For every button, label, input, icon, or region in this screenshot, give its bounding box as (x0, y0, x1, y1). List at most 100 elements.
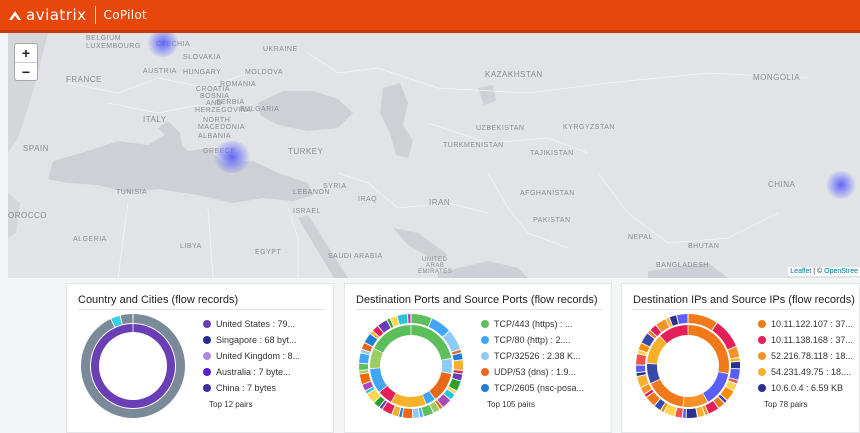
outer-ring-segment[interactable] (641, 333, 655, 347)
outer-ring-segment[interactable] (111, 315, 122, 327)
outer-ring-segment[interactable] (378, 320, 391, 333)
legend-item[interactable]: TCP/80 (http) : 2.... (481, 332, 584, 348)
outer-ring-segment[interactable] (661, 402, 668, 412)
country-cities-donut-chart[interactable] (81, 314, 185, 418)
legend-item[interactable]: 10.11.122.107 : 37... (758, 316, 853, 332)
legend-item[interactable]: TCP/2605 (nsc-posa... (481, 380, 584, 396)
outer-ring-segment[interactable] (675, 407, 683, 418)
inner-ring-segment[interactable] (651, 379, 684, 407)
outer-ring-segment[interactable] (397, 314, 408, 325)
outer-ring-segment[interactable] (654, 399, 665, 410)
outer-ring-segment[interactable] (730, 361, 740, 369)
inner-ring-segment[interactable] (647, 363, 660, 384)
outer-ring-segment[interactable] (636, 371, 646, 376)
outer-ring-segment[interactable] (392, 406, 401, 417)
legend-item[interactable]: 10.6.0.4 : 6.59 KB (758, 380, 853, 396)
outer-ring-segment[interactable] (636, 365, 646, 373)
outer-ring-segment[interactable] (359, 370, 369, 374)
outer-ring-segment[interactable] (725, 381, 737, 391)
inner-ring-segment[interactable] (422, 391, 435, 404)
legend-item[interactable]: UDP/53 (dns) : 1.9... (481, 364, 584, 380)
legend-item[interactable]: Singapore : 68 byt... (203, 332, 300, 348)
outer-ring-segment[interactable] (411, 314, 432, 327)
outer-ring-segment[interactable] (729, 368, 740, 380)
inner-ring-segment[interactable] (703, 372, 729, 402)
outer-ring-segment[interactable] (656, 319, 670, 332)
outer-ring-segment[interactable] (365, 387, 375, 394)
outer-ring-segment[interactable] (367, 389, 381, 403)
outer-ring-segment[interactable] (364, 333, 378, 347)
outer-ring-segment[interactable] (120, 314, 133, 325)
outer-ring-segment[interactable] (686, 408, 698, 418)
inner-ring-segment[interactable] (688, 325, 729, 374)
outer-ring-segment[interactable] (443, 389, 455, 400)
outer-ring-segment[interactable] (453, 360, 463, 370)
outer-ring-segment[interactable] (669, 315, 679, 326)
inner-ring-segment[interactable] (429, 372, 452, 399)
legend-item[interactable]: United Kingdom : 8... (203, 348, 300, 364)
outer-ring-segment[interactable] (677, 314, 688, 324)
inner-ring-segment[interactable] (647, 336, 667, 364)
outer-ring-segment[interactable] (712, 323, 736, 350)
outer-ring-segment[interactable] (359, 373, 371, 384)
legend-item[interactable]: Australia : 7 byte... (203, 364, 300, 380)
outer-ring-segment[interactable] (452, 353, 463, 361)
destination-ips-donut-chart[interactable] (636, 314, 740, 418)
outer-ring-segment[interactable] (646, 392, 660, 406)
outer-ring-segment[interactable] (718, 394, 727, 403)
inner-ring-segment[interactable] (660, 325, 688, 344)
outer-ring-segment[interactable] (638, 343, 650, 353)
outer-ring-segment[interactable] (435, 400, 443, 410)
outer-ring-segment[interactable] (407, 314, 411, 324)
outer-ring-segment[interactable] (728, 378, 738, 384)
outer-ring-segment[interactable] (688, 314, 717, 331)
outer-ring-segment[interactable] (418, 407, 423, 418)
legend-item[interactable]: 10.11.138.168 : 37... (758, 332, 853, 348)
legend-item[interactable]: United States : 79... (203, 316, 300, 332)
legend-item[interactable]: TCP/32526 : 2.38 K... (481, 348, 584, 364)
zoom-in-button[interactable]: + (21, 45, 31, 61)
outer-ring-segment[interactable] (452, 373, 463, 381)
outer-ring-segment[interactable] (451, 349, 462, 355)
openstreetmap-link[interactable]: OpenStree (824, 268, 858, 275)
outer-ring-segment[interactable] (421, 404, 434, 417)
outer-ring-segment[interactable] (666, 317, 673, 327)
legend-item[interactable]: 52.216.78.118 : 18... (758, 348, 853, 364)
outer-ring-segment[interactable] (705, 401, 719, 414)
outer-ring-segment[interactable] (713, 396, 725, 408)
outer-ring-segment[interactable] (359, 363, 369, 370)
outer-ring-segment[interactable] (360, 349, 371, 355)
flow-map[interactable]: BELGIUM LUXEMBOURG CZECHIA UKRAINE SLOVA… (8, 33, 860, 278)
outer-ring-segment[interactable] (636, 354, 647, 365)
zoom-out-button[interactable]: − (15, 62, 37, 81)
outer-ring-segment[interactable] (362, 381, 374, 391)
outer-ring-segment[interactable] (727, 346, 740, 359)
outer-ring-segment[interactable] (412, 408, 420, 418)
outer-ring-segment[interactable] (359, 353, 370, 364)
inner-ring-segment[interactable] (441, 358, 452, 374)
outer-ring-segment[interactable] (442, 331, 461, 352)
outer-ring-segment[interactable] (390, 316, 399, 327)
inner-ring-segment[interactable] (374, 325, 411, 353)
outer-ring-segment[interactable] (437, 394, 451, 407)
leaflet-link[interactable]: Leaflet (790, 268, 812, 275)
outer-ring-segment[interactable] (379, 400, 387, 410)
outer-ring-segment[interactable] (382, 402, 395, 415)
outer-ring-segment[interactable] (447, 387, 457, 394)
outer-ring-segment[interactable] (448, 378, 461, 391)
outer-ring-segment[interactable] (402, 408, 413, 418)
outer-ring-segment[interactable] (637, 350, 647, 356)
inner-ring-segment[interactable] (683, 393, 708, 407)
inner-ring-segment[interactable] (379, 385, 396, 402)
outer-ring-segment[interactable] (664, 404, 677, 417)
outer-ring-segment[interactable] (387, 318, 394, 328)
outer-ring-segment[interactable] (399, 407, 404, 418)
destination-ports-donut-chart[interactable] (359, 314, 463, 418)
outer-ring-segment[interactable] (430, 402, 440, 413)
outer-ring-segment[interactable] (644, 389, 654, 397)
outer-ring-segment[interactable] (374, 396, 385, 407)
inner-ring-segment[interactable] (370, 368, 387, 392)
inner-ring-segment[interactable] (391, 393, 426, 407)
outer-ring-segment[interactable] (702, 405, 709, 415)
aviatrix-logo[interactable]: aviatrix (8, 0, 87, 30)
